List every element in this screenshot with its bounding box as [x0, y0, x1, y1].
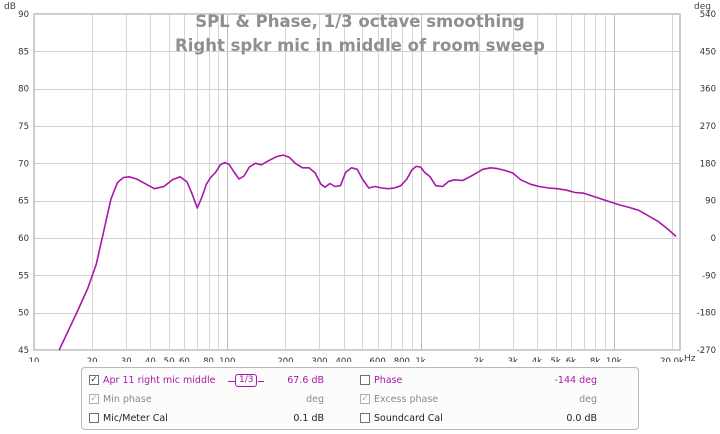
y-tick-label: 45 — [18, 346, 29, 356]
min-phase-label: Min phase — [103, 394, 152, 405]
x-tick-label: 1k — [415, 357, 425, 362]
x-tick-label: 4k — [532, 357, 542, 362]
spl-series-line — [58, 154, 677, 351]
excess-phase-checkbox[interactable]: ✓ — [360, 394, 370, 404]
x-tick-label: 400 — [336, 357, 352, 362]
soundcard-cal-label: Soundcard Cal — [374, 413, 443, 424]
y2-tick-label: 450 — [700, 47, 716, 57]
y-tick-label: 50 — [18, 309, 29, 319]
smoothing-line-left — [228, 381, 236, 382]
plot-area — [33, 13, 681, 351]
x-axis-ticks: 10 20 30 40 50 60 80 100 200 300 400 600 800 1k 2k 3k 4k… — [29, 357, 684, 362]
x-tick-label: 6k — [566, 357, 576, 362]
y2-tick-label: 540 — [700, 10, 716, 20]
y2-tick-label: -270 — [697, 346, 716, 356]
min-phase-value: deg — [306, 394, 324, 405]
x-tick-label: 10k — [606, 357, 622, 362]
spl-phase-chart[interactable]: 10 20 30 40 50 60 80 100 200 300 400 600 800 1k 2k 3k 4k… — [0, 0, 720, 362]
soundcard-cal-value: 0.0 dB — [566, 413, 597, 424]
chart-grid — [33, 13, 681, 351]
phase-value: -144 deg — [554, 375, 598, 386]
y-tick-label: 60 — [18, 234, 29, 244]
x-tick-label: 10 — [29, 357, 40, 362]
y-tick-label: 65 — [18, 197, 29, 207]
x-tick-label: 8k — [590, 357, 600, 362]
x-tick-label: 800 — [394, 357, 410, 362]
chart-title: SPL & Phase, 1/3 octave smoothing — [195, 12, 524, 31]
legend-row-min-phase: ✓ Min phase deg ✓ Excess phase deg — [82, 391, 638, 409]
y2-tick-label: -180 — [697, 309, 716, 319]
y2-axis-unit: deg — [694, 2, 711, 12]
measurement-label: Apr 11 right mic middle — [103, 375, 216, 386]
mic-meter-cal-label: Mic/Meter Cal — [103, 413, 168, 424]
y2-tick-label: 90 — [705, 197, 716, 207]
y-tick-label: 55 — [18, 271, 29, 281]
x-tick-label: 100 — [219, 357, 235, 362]
y-tick-label: 70 — [18, 159, 29, 169]
x-tick-label: 5k — [550, 357, 560, 362]
y2-tick-label: 360 — [700, 85, 716, 95]
excess-phase-label: Excess phase — [374, 394, 439, 405]
y-axis-ticks: 45 50 55 60 65 70 75 80 85 90 — [18, 10, 29, 356]
y2-axis-ticks: -270 -180 -90 0 90 180 270 360 450 540 — [697, 10, 716, 356]
soundcard-cal-checkbox[interactable] — [360, 413, 370, 423]
phase-label: Phase — [374, 375, 403, 386]
min-phase-checkbox[interactable]: ✓ — [89, 394, 99, 404]
y2-tick-label: 0 — [711, 234, 716, 244]
x-tick-label: 200 — [277, 357, 293, 362]
y2-tick-label: 180 — [700, 159, 716, 169]
y-tick-label: 90 — [18, 10, 29, 20]
y-tick-label: 75 — [18, 122, 29, 132]
y2-tick-label: -90 — [702, 271, 716, 281]
legend-row-measurement: ✓ Apr 11 right mic middle 1/3 67.6 dB Ph… — [82, 372, 638, 390]
x-tick-label: 20.0k — [660, 357, 684, 362]
y-axis-unit: dB — [4, 2, 16, 12]
mic-meter-cal-value: 0.1 dB — [293, 413, 324, 424]
y-tick-label: 85 — [18, 47, 29, 57]
x-tick-label: 60 — [179, 357, 190, 362]
legend-row-cal: Mic/Meter Cal 0.1 dB Soundcard Cal 0.0 d… — [82, 410, 638, 428]
x-tick-label: 300 — [311, 357, 327, 362]
smoothing-button[interactable]: 1/3 — [235, 374, 258, 387]
excess-phase-value: deg — [579, 394, 597, 405]
phase-checkbox[interactable] — [360, 375, 370, 385]
x-tick-label: 3k — [508, 357, 518, 362]
x-tick-label: 2k — [474, 357, 484, 362]
x-tick-label: 40 — [145, 357, 156, 362]
chart-subtitle: Right spkr mic in middle of room sweep — [175, 36, 545, 55]
measurement-checkbox[interactable]: ✓ — [89, 375, 99, 385]
measurement-value: 67.6 dB — [287, 375, 324, 386]
mic-meter-cal-checkbox[interactable] — [89, 413, 99, 423]
x-tick-label: 20 — [87, 357, 98, 362]
x-tick-label: 50 — [164, 357, 175, 362]
x-tick-label: 30 — [121, 357, 132, 362]
legend-panel: ✓ Apr 11 right mic middle 1/3 67.6 dB Ph… — [81, 367, 639, 430]
x-axis-unit: Hz — [684, 354, 696, 362]
x-tick-label: 80 — [203, 357, 214, 362]
y2-tick-label: 270 — [700, 122, 716, 132]
x-tick-label: 600 — [370, 357, 386, 362]
y-tick-label: 80 — [18, 85, 29, 95]
smoothing-line-right — [258, 381, 264, 382]
